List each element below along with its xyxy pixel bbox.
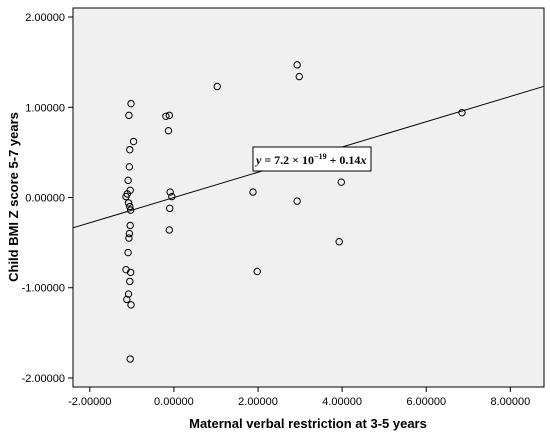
data-point bbox=[125, 111, 133, 120]
data-point bbox=[295, 72, 303, 81]
data-point bbox=[337, 178, 346, 186]
data-point bbox=[126, 202, 134, 211]
x-tick-label: 8.00000 bbox=[490, 396, 530, 408]
y-tick-label: -2.00000 bbox=[22, 373, 65, 385]
data-point bbox=[122, 192, 130, 201]
equation-exponent: −19 bbox=[314, 152, 327, 161]
x-tick-label: 6.00000 bbox=[406, 396, 446, 408]
data-point bbox=[126, 355, 134, 363]
x-tick-label: -2.00000 bbox=[68, 396, 111, 408]
data-point bbox=[293, 61, 301, 69]
data-point bbox=[165, 111, 174, 120]
equation-label: y = 7.2 × 10−19 + 0.14x bbox=[254, 152, 366, 167]
y-tick-label: 2.00000 bbox=[25, 12, 65, 24]
data-point bbox=[126, 145, 134, 154]
data-point bbox=[335, 238, 343, 246]
y-axis-title: Child BMI Z score 5-7 years bbox=[6, 112, 21, 282]
data-point bbox=[165, 226, 174, 234]
data-point bbox=[213, 82, 221, 91]
data-point bbox=[125, 229, 134, 238]
data-point bbox=[123, 295, 131, 304]
data-point bbox=[127, 301, 135, 309]
data-point bbox=[124, 248, 132, 257]
y-tick-label: 1.00000 bbox=[25, 102, 65, 114]
data-point bbox=[126, 221, 134, 230]
x-axis: -2.00000 0.00000 2.00000 4.00000 6.00000 8.00… bbox=[68, 387, 530, 408]
x-tick-label: 0.00000 bbox=[154, 396, 194, 408]
data-point bbox=[249, 188, 257, 196]
x-tick-label: 2.00000 bbox=[238, 396, 278, 408]
equation-rhs-a: + 0.14 bbox=[327, 153, 361, 167]
y-axis: -2.00000 -1.00000 0.00000 1.00000 2.00000 bbox=[22, 12, 73, 385]
data-point bbox=[126, 268, 135, 277]
plot-area bbox=[72, 7, 545, 388]
data-point bbox=[166, 204, 174, 213]
equation-mid: = 7.2 × 10 bbox=[261, 153, 314, 167]
equation-lhs: y bbox=[254, 153, 262, 167]
data-point bbox=[124, 290, 133, 298]
data-point bbox=[125, 234, 133, 242]
data-point bbox=[126, 277, 134, 286]
data-point bbox=[129, 137, 138, 146]
x-tick-label: 4.00000 bbox=[322, 396, 362, 408]
data-point bbox=[124, 199, 133, 207]
data-point bbox=[458, 108, 466, 117]
data-point bbox=[293, 197, 301, 205]
data-point bbox=[126, 206, 135, 214]
data-points bbox=[122, 61, 466, 363]
data-point bbox=[166, 188, 174, 196]
y-tick-label: 0.00000 bbox=[25, 193, 65, 205]
data-point bbox=[253, 267, 261, 276]
data-point bbox=[124, 176, 132, 185]
data-point bbox=[127, 99, 135, 108]
data-point bbox=[168, 192, 176, 201]
data-point bbox=[164, 127, 173, 135]
data-point bbox=[162, 112, 170, 120]
equation-box-frame bbox=[252, 146, 372, 172]
x-axis-title: Maternal verbal restriction at 3-5 years bbox=[189, 416, 427, 431]
y-tick-label: -1.00000 bbox=[22, 283, 65, 295]
equation-box: y = 7.2 × 10−19 + 0.14x bbox=[252, 146, 372, 172]
data-point bbox=[125, 163, 134, 171]
equation-rhs-b: x bbox=[359, 153, 366, 167]
